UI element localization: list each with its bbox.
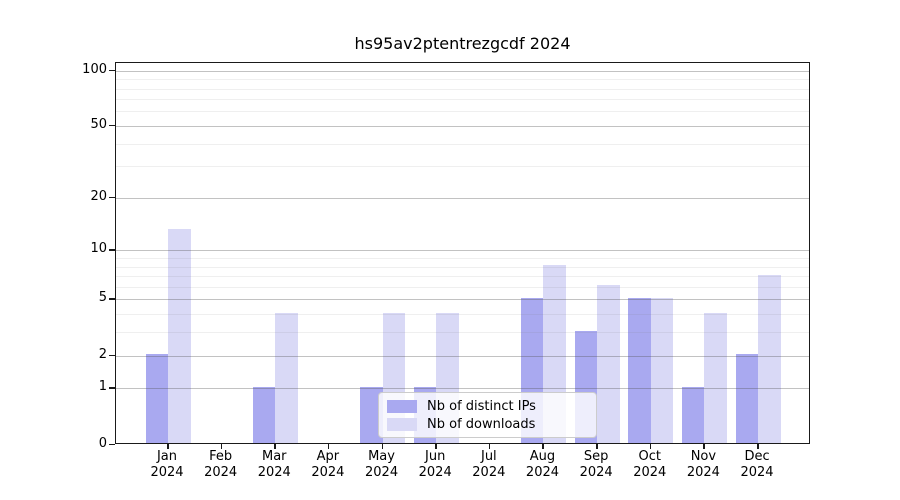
x-tick-label-feb: Feb 2024 [204, 449, 238, 480]
bar-downloads-mar [275, 312, 298, 443]
x-tick-mark-may [381, 444, 384, 449]
x-tick-label-jan: Jan 2024 [150, 449, 184, 480]
legend-row-distinct-ips: Nb of distinct IPs [387, 399, 588, 414]
chart-title: hs95av2ptentrezgcdf 2024 [354, 34, 571, 53]
legend-row-downloads: Nb of downloads [387, 417, 588, 432]
gridline-9 [116, 257, 809, 259]
gridline-5 [116, 299, 809, 301]
y-tick-label-10: 10 [90, 241, 107, 257]
x-tick-label-jun: Jun 2024 [418, 449, 452, 480]
grid-layer [116, 63, 809, 443]
y-tick-label-1: 1 [98, 379, 107, 395]
x-tick-label-mar: Mar 2024 [257, 449, 291, 480]
x-tick-label-aug: Aug 2024 [525, 449, 560, 480]
y-tick-mark-0 [109, 443, 115, 445]
bar-downloads-jan [168, 229, 191, 443]
gridline-60 [116, 111, 809, 113]
x-tick-label-may: May 2024 [365, 449, 399, 480]
bar-distinct-ips-may [360, 386, 383, 443]
x-tick-mark-mar [274, 444, 276, 449]
gridline-10 [116, 250, 809, 252]
bar-distinct-ips-mar [252, 386, 276, 443]
x-tick-label-oct: Oct 2024 [633, 449, 667, 480]
y-tick-label-20: 20 [90, 188, 107, 204]
legend-swatch-downloads [387, 417, 417, 431]
x-tick-label-jul: Jul 2024 [472, 449, 506, 480]
plot-area [115, 62, 810, 444]
bar-downloads-nov [704, 312, 727, 443]
x-tick-mark-jul [488, 444, 491, 449]
y-tick-mark-50 [109, 124, 115, 127]
gridline-80 [116, 88, 809, 90]
x-tick-mark-jan [167, 444, 169, 449]
bar-distinct-ips-dec [735, 354, 759, 443]
y-tick-mark-100 [109, 69, 115, 72]
bar-downloads-sep [597, 285, 620, 443]
gridline-3 [116, 332, 809, 334]
x-tick-mark-apr [327, 444, 330, 449]
x-tick-mark-nov [703, 444, 705, 449]
bar-downloads-dec [758, 274, 781, 443]
y-tick-label-0: 0 [98, 435, 107, 451]
bar-distinct-ips-nov [681, 386, 705, 443]
gridline-1 [116, 388, 809, 390]
bar-distinct-ips-oct [628, 297, 651, 443]
legend-label-distinct-ips: Nb of distinct IPs [427, 398, 536, 414]
gridline-6 [116, 286, 809, 288]
gridline-100 [116, 70, 809, 72]
gridline-20 [116, 197, 809, 199]
gridline-40 [116, 143, 809, 145]
y-tick-mark-10 [109, 249, 115, 251]
x-tick-mark-oct [649, 444, 652, 449]
legend-swatch-distinct-ips [387, 399, 417, 413]
bar-downloads-oct [650, 297, 674, 443]
y-tick-mark-5 [109, 298, 115, 300]
legend: Nb of distinct IPs Nb of downloads [378, 392, 597, 438]
x-tick-mark-jun [435, 444, 437, 449]
x-tick-mark-feb [220, 444, 223, 449]
y-tick-label-2: 2 [98, 346, 107, 362]
x-tick-mark-sep [596, 444, 598, 449]
gridline-4 [116, 314, 809, 316]
gridline-70 [116, 99, 809, 101]
x-tick-mark-aug [542, 444, 544, 449]
x-tick-mark-dec [757, 444, 759, 449]
y-tick-mark-20 [109, 196, 115, 199]
y-tick-label-50: 50 [90, 116, 107, 132]
x-tick-label-nov: Nov 2024 [686, 449, 720, 480]
gridline-7 [116, 276, 809, 278]
y-tick-label-100: 100 [82, 61, 107, 77]
gridline-8 [116, 266, 809, 268]
x-tick-label-apr: Apr 2024 [311, 449, 345, 480]
y-tick-mark-1 [109, 387, 115, 389]
legend-label-downloads: Nb of downloads [427, 416, 536, 432]
x-tick-label-sep: Sep 2024 [579, 449, 613, 480]
gridline-2 [116, 355, 809, 357]
bar-distinct-ips-jan [145, 354, 168, 443]
gridline-30 [116, 166, 809, 168]
gridline-50 [116, 125, 809, 127]
y-tick-label-5: 5 [98, 290, 107, 306]
gridline-90 [116, 79, 809, 81]
y-tick-mark-2 [109, 354, 115, 356]
x-tick-label-dec: Dec 2024 [740, 449, 774, 480]
